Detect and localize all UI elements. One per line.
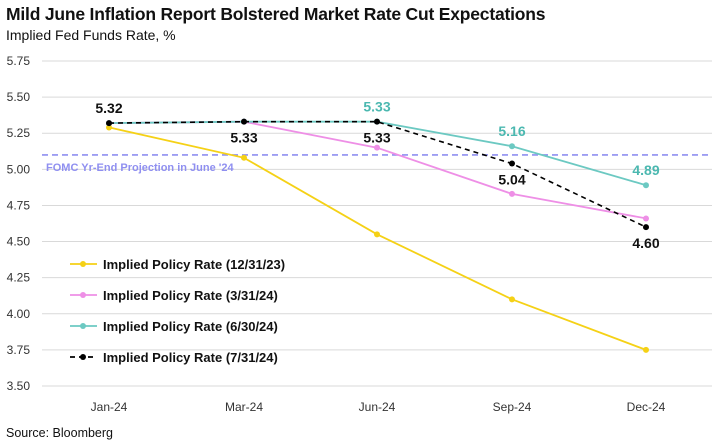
- data-label: 5.04: [498, 172, 525, 188]
- data-point: [374, 231, 380, 238]
- y-tick-label: 3.50: [7, 379, 31, 393]
- legend-marker: [80, 354, 86, 360]
- data-point: [374, 118, 380, 125]
- y-tick-label: 3.75: [7, 343, 31, 357]
- reference-line-group: FOMC Yr-End Projection in June '24: [42, 154, 712, 174]
- data-point: [509, 296, 515, 303]
- chart-title: Mild June Inflation Report Bolstered Mar…: [6, 4, 546, 24]
- y-tick-label: 5.75: [7, 54, 31, 68]
- legend-entry-label: Implied Policy Rate (3/31/24): [103, 288, 278, 303]
- y-tick-label: 4.25: [7, 271, 31, 285]
- x-tick-label: Mar-24: [225, 400, 263, 414]
- grid-lines: [42, 60, 712, 387]
- x-axis-tick-labels: Jan-24 Mar-24 Jun-24 Sep-24 Dec-24: [91, 400, 666, 414]
- line-chart: 3.50 3.75 4.00 4.25 4.50 4.75 5.00 5.25 5.50 5.75…: [7, 54, 712, 414]
- legend-marker: [80, 292, 86, 298]
- x-tick-label: Sep-24: [493, 400, 532, 414]
- data-label-group: 5.32 5.33 5.33 5.33 5.16 5.04 4.89 4.60: [95, 99, 659, 251]
- y-tick-label: 4.00: [7, 307, 31, 321]
- series-line-4: [108, 120, 647, 228]
- data-label: 4.89: [632, 162, 659, 178]
- data-point: [643, 182, 649, 189]
- legend-entry-label: Implied Policy Rate (7/31/24): [103, 350, 278, 365]
- legend-marker: [80, 261, 86, 267]
- data-point: [241, 118, 247, 125]
- y-tick-label: 4.75: [7, 198, 31, 212]
- legend: Implied Policy Rate (12/31/23) Implied Po…: [70, 257, 285, 365]
- x-tick-label: Jun-24: [359, 400, 396, 414]
- y-axis-tick-labels: 3.50 3.75 4.00 4.25 4.50 4.75 5.00 5.25 5.50 5.75: [7, 54, 31, 393]
- legend-marker: [80, 323, 86, 329]
- y-tick-label: 4.50: [7, 235, 31, 249]
- data-label: 5.33: [363, 99, 390, 115]
- y-tick-label: 5.00: [7, 162, 31, 176]
- data-point: [509, 160, 515, 167]
- data-label: 5.16: [498, 123, 525, 139]
- data-label: 5.33: [230, 130, 257, 146]
- reference-line-label: FOMC Yr-End Projection in June '24: [46, 162, 234, 174]
- legend-entry-label: Implied Policy Rate (12/31/23): [103, 257, 285, 272]
- data-point: [509, 190, 515, 197]
- data-point: [106, 124, 112, 131]
- y-tick-label: 5.25: [7, 126, 31, 140]
- data-point: [241, 154, 247, 161]
- chart-subtitle: Implied Fed Funds Rate, %: [6, 27, 176, 43]
- x-tick-label: Jan-24: [91, 400, 128, 414]
- data-point: [509, 143, 515, 150]
- data-point: [643, 224, 649, 231]
- source-note: Source: Bloomberg: [6, 426, 114, 440]
- y-tick-label: 5.50: [7, 90, 31, 104]
- legend-entry-label: Implied Policy Rate (6/30/24): [103, 319, 278, 334]
- series-line-1: [108, 126, 647, 351]
- data-point: [643, 346, 649, 353]
- data-label: 5.32: [95, 100, 122, 116]
- data-label: 5.33: [363, 130, 390, 146]
- data-point: [374, 144, 380, 151]
- data-point: [643, 215, 649, 222]
- data-label: 4.60: [632, 235, 659, 251]
- series-group: [106, 118, 649, 353]
- data-point: [106, 120, 112, 127]
- x-tick-label: Dec-24: [627, 400, 666, 414]
